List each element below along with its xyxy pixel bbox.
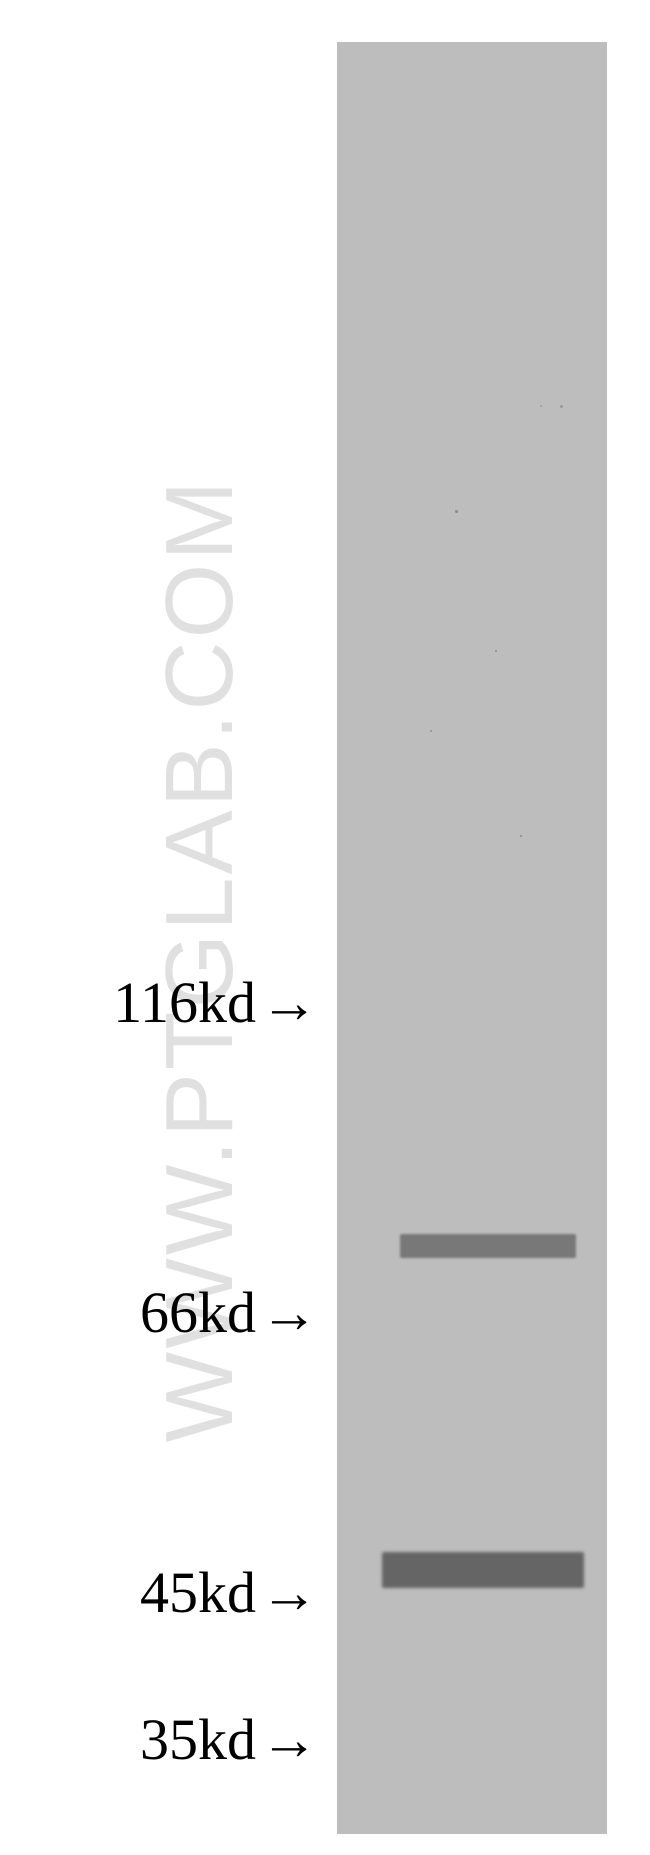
marker-label-text: 66kd [140,1279,256,1346]
arrow-right-icon: → [260,969,318,1036]
noise-speck [495,650,497,652]
marker-label-text: 116kd [113,969,256,1036]
noise-speck [455,510,458,513]
noise-speck [430,730,432,732]
arrow-right-icon: → [260,1279,318,1346]
molecular-weight-marker: 116kd→ [0,968,318,1036]
noise-speck [520,835,522,837]
marker-label-text: 35kd [140,1706,256,1773]
noise-speck [540,405,542,407]
molecular-weight-marker: 66kd→ [0,1278,318,1346]
blot-band [400,1234,576,1258]
molecular-weight-marker: 45kd→ [0,1558,318,1626]
arrow-right-icon: → [260,1559,318,1626]
arrow-right-icon: → [260,1706,318,1773]
blot-figure: WWW.PTGLAB.COM 116kd→66kd→45kd→35kd→ [0,0,650,1855]
noise-speck [560,405,563,408]
marker-label-text: 45kd [140,1559,256,1626]
molecular-weight-marker: 35kd→ [0,1705,318,1773]
blot-band [382,1552,584,1588]
